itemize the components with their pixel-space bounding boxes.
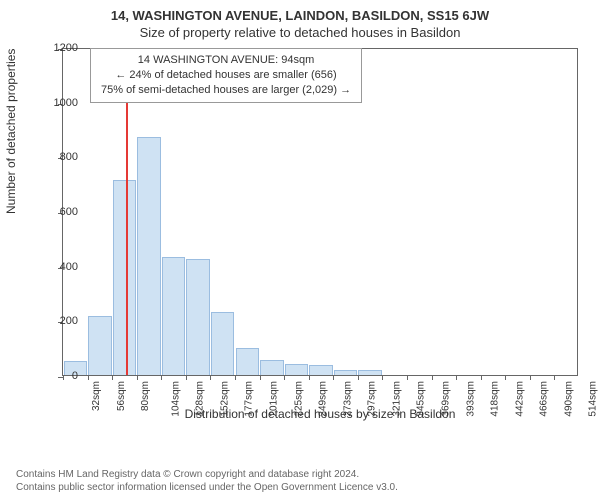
page-title: 14, WASHINGTON AVENUE, LAINDON, BASILDON… [0,0,600,23]
x-tick-label: 442sqm [514,381,525,417]
x-tick-label: 249sqm [318,381,329,417]
x-tick-mark [407,375,408,380]
page-subtitle: Size of property relative to detached ho… [0,23,600,40]
histogram-bar [113,180,136,375]
y-tick-label: 1000 [54,97,78,109]
chart-wrap: Number of detached properties Distributi… [0,44,600,424]
x-tick-label: 201sqm [269,381,280,417]
x-tick-label: 104sqm [170,381,181,417]
y-tick-label: 0 [72,370,78,382]
y-tick-label: 1200 [54,42,78,54]
x-tick-mark [432,375,433,380]
x-tick-label: 418sqm [490,381,501,417]
x-tick-mark [382,375,383,380]
x-tick-mark [161,375,162,380]
x-tick-label: 393sqm [465,381,476,417]
histogram-bar [186,259,209,375]
x-tick-mark [530,375,531,380]
x-tick-mark [260,375,261,380]
info-box-line3: 75% of semi-detached houses are larger (… [101,83,351,98]
x-tick-label: 177sqm [244,381,255,417]
x-tick-label: 80sqm [140,381,151,411]
x-tick-label: 273sqm [342,381,353,417]
histogram-bar [137,137,160,375]
x-tick-label: 128sqm [195,381,206,417]
histogram-bar [285,364,308,375]
x-tick-label: 321sqm [391,381,402,417]
histogram-bar [260,360,283,375]
histogram-bar [309,365,332,375]
histogram-bar [162,257,185,375]
x-tick-mark [481,375,482,380]
x-tick-label: 466sqm [539,381,550,417]
footer-line1: Contains HM Land Registry data © Crown c… [16,468,584,481]
histogram-bar [211,312,234,375]
chart-container: 14, WASHINGTON AVENUE, LAINDON, BASILDON… [0,0,600,500]
x-tick-mark [235,375,236,380]
histogram-bar [236,348,259,375]
x-tick-mark [88,375,89,380]
x-tick-mark [210,375,211,380]
x-tick-label: 514sqm [588,381,599,417]
y-tick-label: 200 [60,315,78,327]
histogram-bar [334,370,357,375]
x-tick-mark [554,375,555,380]
y-tick-label: 600 [60,206,78,218]
x-tick-mark [333,375,334,380]
x-tick-label: 490sqm [563,381,574,417]
footer-line2: Contains public sector information licen… [16,481,584,494]
x-tick-label: 32sqm [91,381,102,411]
y-axis-label: Number of detached properties [4,49,18,214]
info-box-line2: ← 24% of detached houses are smaller (65… [101,68,351,83]
x-tick-label: 369sqm [441,381,452,417]
y-tick-label: 400 [60,261,78,273]
x-tick-label: 297sqm [367,381,378,417]
x-tick-label: 152sqm [219,381,230,417]
x-tick-mark [284,375,285,380]
x-tick-mark [456,375,457,380]
y-tick-label: 800 [60,151,78,163]
x-tick-mark [63,375,64,380]
x-tick-mark [186,375,187,380]
x-tick-label: 345sqm [416,381,427,417]
x-tick-label: 56sqm [116,381,127,411]
footer: Contains HM Land Registry data © Crown c… [16,468,584,494]
histogram-bar [358,370,381,375]
x-tick-mark [505,375,506,380]
x-tick-mark [112,375,113,380]
x-tick-mark [137,375,138,380]
info-box: 14 WASHINGTON AVENUE: 94sqm ← 24% of det… [90,48,362,103]
histogram-bar [88,316,111,375]
x-tick-mark [309,375,310,380]
info-box-line1: 14 WASHINGTON AVENUE: 94sqm [101,53,351,68]
x-tick-mark [358,375,359,380]
x-tick-label: 225sqm [293,381,304,417]
